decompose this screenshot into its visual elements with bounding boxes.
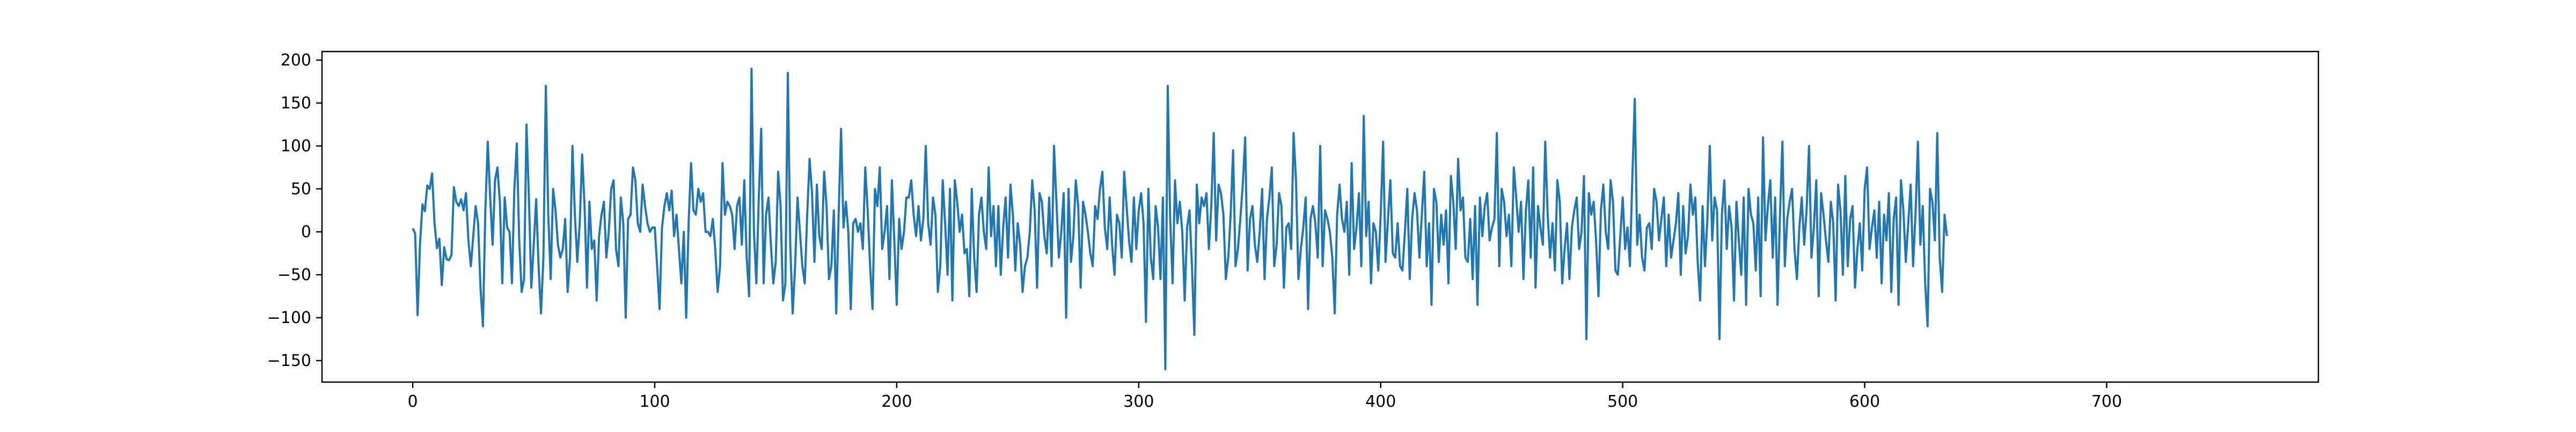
axes: 0 100 200 300 400 500 600 700 −150 −100 −50 0 50 100 1… — [267, 50, 2319, 411]
y-tick-label: −150 — [267, 352, 311, 370]
y-tick-label: 0 — [301, 223, 311, 241]
x-tick-label: 200 — [881, 392, 912, 411]
x-tick-label: 400 — [1365, 392, 1396, 411]
y-tick-label: 100 — [281, 137, 311, 156]
x-tick-label: 0 — [408, 392, 418, 411]
y-tick-label: −100 — [267, 309, 311, 327]
y-tick-label: −50 — [277, 266, 311, 284]
y-tick-label: 50 — [291, 180, 311, 199]
series-line — [412, 68, 1948, 370]
y-tick-label: 150 — [281, 94, 311, 113]
plot-area — [412, 68, 1948, 370]
x-tick-label: 100 — [639, 392, 670, 411]
x-tick-label: 600 — [1849, 392, 1880, 411]
y-tick-label: 200 — [281, 51, 311, 70]
x-tick-label: 700 — [2091, 392, 2122, 411]
x-tick-label: 300 — [1123, 392, 1154, 411]
plot-frame — [321, 50, 2319, 383]
x-tick-label: 500 — [1607, 392, 1638, 411]
